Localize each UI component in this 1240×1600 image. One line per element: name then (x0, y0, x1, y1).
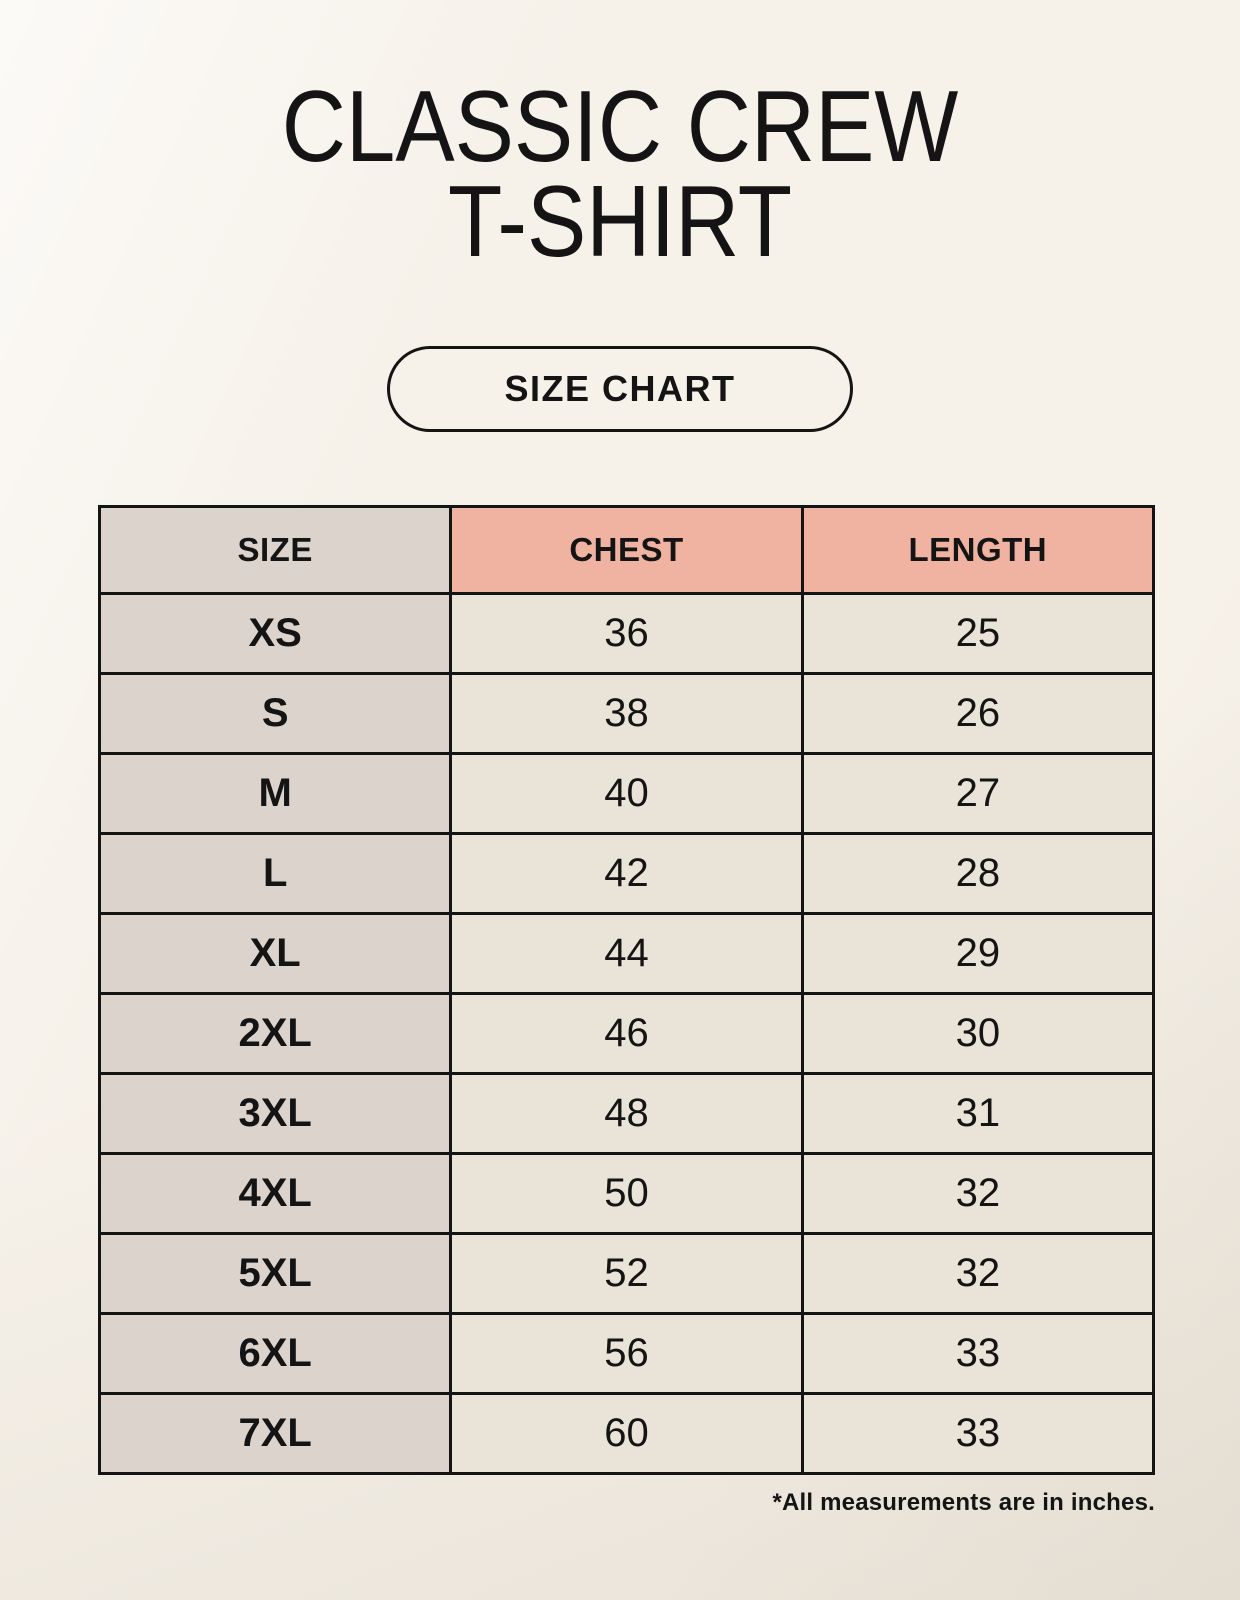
length-cell: 30 (800, 991, 1156, 1075)
size-cell: 2XL (97, 991, 453, 1075)
chest-cell: 36 (449, 591, 804, 675)
length-cell: 25 (800, 591, 1156, 675)
page-title: CLASSIC CREW T-SHIRT (74, 0, 1165, 278)
table-row: XL 44 29 (97, 911, 1156, 995)
chest-cell: 38 (449, 671, 804, 755)
size-cell: 5XL (97, 1231, 453, 1315)
table-row: 3XL 48 31 (97, 1071, 1156, 1155)
size-cell: S (97, 671, 453, 755)
chest-cell: 48 (449, 1071, 804, 1155)
chest-cell: 44 (449, 911, 804, 995)
measurements-footnote: *All measurements are in inches. (772, 1488, 1155, 1516)
size-cell: 7XL (97, 1391, 453, 1475)
size-cell: 3XL (97, 1071, 453, 1155)
chest-cell: 42 (449, 831, 804, 915)
table-row: 7XL 60 33 (97, 1391, 1156, 1475)
table-row: 6XL 56 33 (97, 1311, 1156, 1395)
size-chart-button[interactable]: SIZE CHART (387, 345, 853, 432)
size-cell: 6XL (97, 1311, 453, 1395)
size-cell: XL (97, 911, 453, 995)
table-row: 5XL 52 32 (97, 1231, 1156, 1315)
length-cell: 33 (800, 1391, 1156, 1475)
table-row: M 40 27 (97, 751, 1156, 835)
table-row: S 38 26 (97, 671, 1156, 755)
chest-cell: 46 (449, 991, 804, 1075)
chest-cell: 56 (449, 1311, 804, 1395)
size-cell: XS (97, 591, 453, 675)
length-cell: 26 (800, 671, 1156, 755)
size-cell: M (97, 751, 453, 835)
length-cell: 32 (800, 1151, 1156, 1235)
page-title-line-2: T-SHIRT (447, 165, 793, 278)
table-row: 2XL 46 30 (97, 991, 1156, 1075)
length-cell: 32 (800, 1231, 1156, 1315)
table-row: XS 36 25 (97, 591, 1156, 675)
length-cell: 33 (800, 1311, 1156, 1395)
chest-cell: 60 (449, 1391, 804, 1475)
length-cell: 28 (800, 831, 1156, 915)
chest-cell: 52 (449, 1231, 804, 1315)
table-row: 4XL 50 32 (97, 1151, 1156, 1235)
length-cell: 29 (800, 911, 1156, 995)
size-table: SIZE CHEST LENGTH XS 36 25 S 38 26 M 40 … (97, 504, 1156, 1475)
size-chart-page: CLASSIC CREW T-SHIRT SIZE CHART SIZE CHE… (74, 0, 1165, 1516)
size-cell: 4XL (97, 1151, 453, 1235)
chest-cell: 50 (449, 1151, 804, 1235)
size-cell: L (97, 831, 453, 915)
table-header-row: SIZE CHEST LENGTH (97, 504, 1156, 595)
column-header-length: LENGTH (800, 504, 1156, 595)
page-title-line-1: CLASSIC CREW (281, 71, 959, 183)
length-cell: 31 (800, 1071, 1156, 1155)
column-header-size: SIZE (97, 504, 453, 595)
chest-cell: 40 (449, 751, 804, 835)
column-header-chest: CHEST (449, 504, 804, 595)
length-cell: 27 (800, 751, 1156, 835)
table-row: L 42 28 (97, 831, 1156, 915)
